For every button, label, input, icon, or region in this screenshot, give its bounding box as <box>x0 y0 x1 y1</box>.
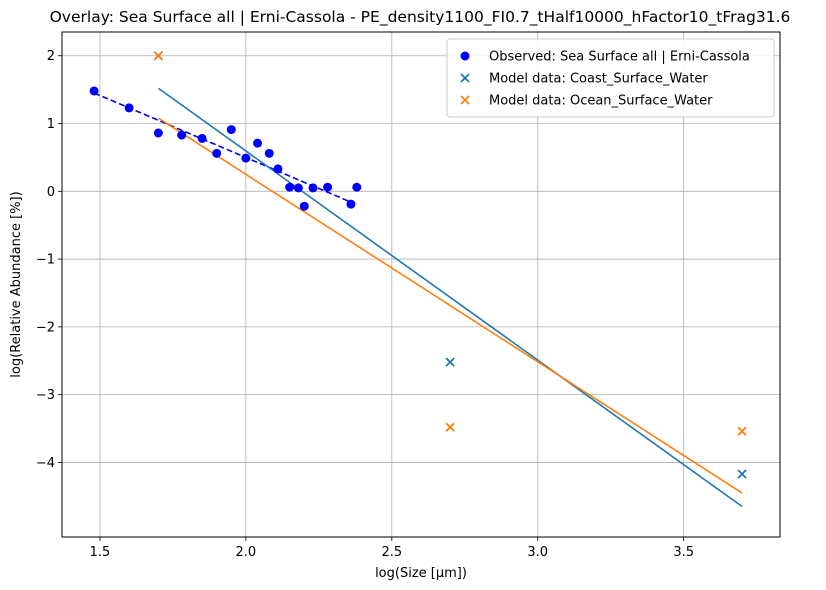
data-point <box>352 182 362 192</box>
data-points <box>89 51 747 479</box>
fit-line <box>93 92 352 203</box>
data-point <box>153 51 163 61</box>
legend-marker <box>460 51 470 61</box>
data-point <box>293 183 303 193</box>
data-point <box>226 125 236 135</box>
grid <box>62 32 780 537</box>
x-tick-label: 2.5 <box>381 545 402 560</box>
data-point <box>308 183 318 193</box>
x-marker-stroke <box>737 426 747 436</box>
y-tick-label: 0 <box>47 185 55 200</box>
data-point <box>445 357 455 367</box>
legend-box <box>446 38 775 118</box>
x-tick-label: 3.0 <box>527 545 548 560</box>
y-tick-label: −3 <box>36 388 55 403</box>
x-marker-stroke <box>153 51 163 61</box>
data-point <box>346 199 356 209</box>
legend-entry-label: Model data: Coast_Surface_Water <box>489 72 708 87</box>
data-point <box>264 148 274 158</box>
y-axis-label: log(Relative Abundance [%]) <box>9 191 24 377</box>
y-tick-label: 1 <box>47 117 55 132</box>
data-point <box>241 153 251 163</box>
data-point <box>737 426 747 436</box>
x-marker-stroke <box>445 357 455 367</box>
data-point <box>445 422 455 432</box>
data-point <box>197 133 207 143</box>
x-tick-label: 1.5 <box>90 545 111 560</box>
fit-line <box>157 117 743 494</box>
data-point <box>285 182 295 192</box>
x-marker-stroke <box>737 469 747 479</box>
data-point <box>177 130 187 140</box>
y-tick-label: 2 <box>47 49 55 64</box>
x-tick-label: 3.5 <box>673 545 694 560</box>
legend-marker <box>460 95 470 105</box>
legend-entry-label: Model data: Ocean_Surface_Water <box>489 94 713 109</box>
x-marker-stroke <box>460 73 470 83</box>
fit-line <box>157 87 743 508</box>
fit-lines <box>93 87 743 508</box>
legend-marker <box>460 73 470 83</box>
data-point <box>323 182 333 192</box>
y-tick-label: −1 <box>36 253 55 268</box>
plot-frame <box>61 31 781 538</box>
y-axis-ticks: 2 1 0 −1 −2 −3 −4 <box>36 49 62 471</box>
x-tick-label: 2.0 <box>236 545 257 560</box>
data-point <box>253 138 263 148</box>
data-point <box>124 103 134 113</box>
data-point <box>737 469 747 479</box>
y-tick-label: −2 <box>36 320 55 335</box>
data-point <box>273 164 283 174</box>
x-marker-stroke <box>445 422 455 432</box>
legend-entry-label: Observed: Sea Surface all | Erni-Cassola <box>489 50 750 65</box>
data-point <box>299 201 309 211</box>
data-point <box>212 148 222 158</box>
x-marker-stroke <box>460 95 470 105</box>
y-tick-label: −4 <box>36 456 55 471</box>
x-axis-ticks: 1.5 2.0 2.5 3.0 3.5 <box>90 537 694 560</box>
data-point <box>153 128 163 138</box>
x-axis-label: log(Size [µm]) <box>375 566 467 581</box>
chart-title: Overlay: Sea Surface all | Erni-Cassola … <box>50 8 791 27</box>
data-point <box>89 86 99 96</box>
legend: Observed: Sea Surface all | Erni-Cassola… <box>446 38 775 118</box>
